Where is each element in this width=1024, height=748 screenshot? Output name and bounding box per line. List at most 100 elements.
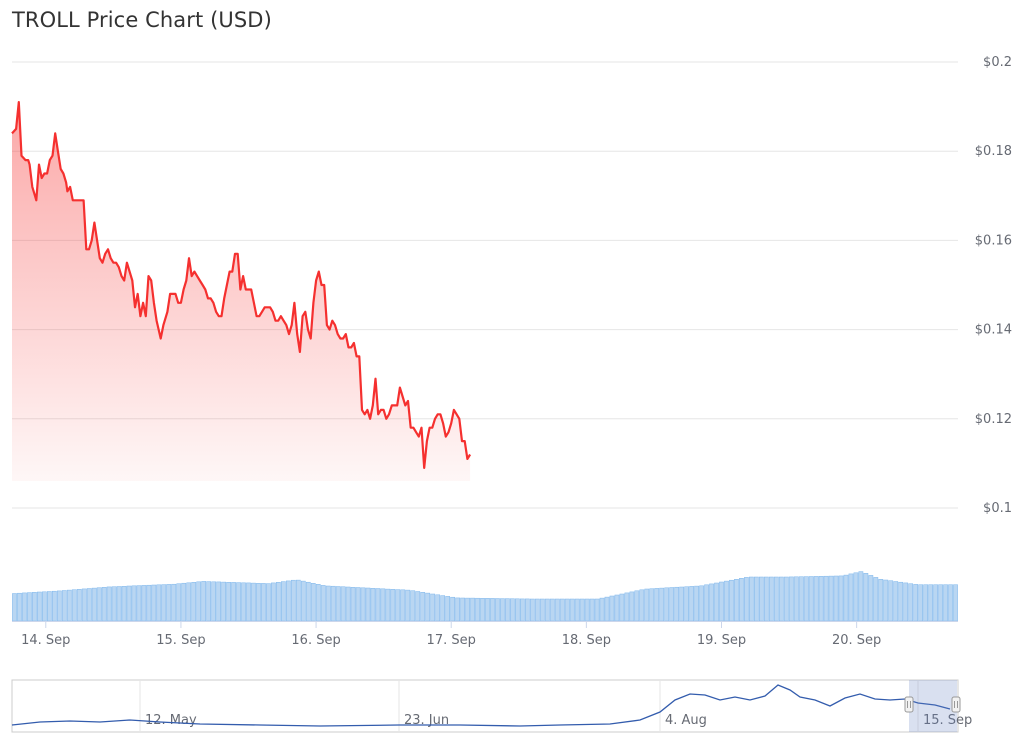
volume-bar	[136, 585, 142, 622]
volume-bar	[933, 584, 938, 622]
volume-bar	[534, 598, 540, 622]
volume-bar	[903, 582, 909, 622]
volume-bar	[196, 581, 202, 622]
volume-bar	[206, 581, 212, 622]
volume-bar	[863, 573, 869, 622]
volume-bar	[808, 576, 814, 622]
navigator-left-handle[interactable]	[904, 696, 914, 713]
navigator-tick-label: 15. Sep	[923, 713, 972, 728]
volume-bar	[684, 586, 689, 622]
navigator[interactable]: 12. May 23. Jun 4. Aug 15. Sep	[11, 679, 972, 733]
x-tick-label: 15. Sep	[156, 633, 205, 648]
y-tick-label: $0.18	[975, 144, 1012, 159]
volume-bar	[211, 581, 216, 622]
volume-bar	[574, 598, 580, 622]
volume-bar	[898, 581, 904, 622]
volume-bar	[888, 580, 894, 622]
volume-bar	[614, 594, 620, 622]
volume-bar	[788, 576, 794, 622]
volume-bar	[729, 579, 734, 622]
volume-bar	[953, 584, 958, 622]
volume-bar	[634, 590, 640, 622]
volume-bar	[515, 598, 520, 622]
volume-bar	[320, 585, 326, 622]
volume-bar	[564, 598, 570, 622]
volume-bar	[325, 585, 331, 622]
volume-bar	[435, 594, 441, 622]
volume-bar	[295, 579, 301, 622]
volume-bar	[470, 597, 475, 622]
volume-bar	[51, 590, 57, 622]
volume-bar	[908, 583, 914, 622]
volume-bar	[27, 592, 32, 622]
x-tick-label: 20. Sep	[832, 633, 881, 648]
volume-bar	[285, 580, 291, 622]
volume-bar	[350, 587, 356, 622]
volume-bar	[938, 584, 943, 622]
volume-bar	[231, 582, 236, 622]
volume-bar	[763, 576, 769, 622]
volume-bar	[609, 595, 615, 622]
volume-bar	[549, 598, 555, 622]
volume-bar	[186, 582, 192, 622]
y-tick-label: $0.14	[975, 323, 1012, 338]
volume-bar	[619, 593, 625, 622]
volume-bar	[425, 592, 431, 622]
volume-bar	[37, 591, 42, 622]
volume-bar	[510, 598, 515, 622]
volume-bar	[883, 579, 889, 622]
volume-bar	[554, 598, 560, 622]
volume-bar	[420, 592, 426, 622]
y-tick-label: $0.1	[983, 501, 1012, 516]
price-series-line[interactable]	[11, 101, 472, 469]
volume-bar	[340, 586, 346, 622]
volume-bar	[290, 579, 296, 622]
volume-bar	[709, 583, 714, 622]
volume-bar	[81, 588, 87, 622]
volume-bar	[524, 598, 530, 622]
volume-bar	[838, 575, 844, 622]
volume-bar	[724, 580, 729, 622]
navigator-right-handle[interactable]	[951, 696, 961, 713]
volume-bar	[669, 587, 675, 622]
volume-bar	[241, 582, 246, 622]
volume-bar	[161, 584, 167, 622]
volume-bar	[151, 584, 157, 622]
volume-bar	[455, 597, 460, 622]
volume-bar	[853, 572, 859, 622]
volume-bar	[56, 590, 62, 622]
volume-bar	[594, 598, 600, 622]
x-tick-label: 17. Sep	[427, 633, 476, 648]
volume-bar	[91, 587, 97, 622]
volume-bar	[300, 580, 306, 622]
volume-bar	[475, 597, 480, 622]
x-tick-label: 14. Sep	[21, 633, 70, 648]
volume-bar	[246, 582, 251, 622]
volume-bar	[126, 585, 132, 622]
volume-bar	[778, 576, 784, 622]
volume-bar	[32, 592, 37, 622]
volume-bar	[221, 581, 226, 622]
volume-bar	[305, 581, 311, 622]
volume-bar	[758, 576, 764, 622]
volume-bar	[266, 583, 271, 622]
volume-bar	[773, 576, 779, 622]
volume-bar	[181, 582, 187, 622]
volume-bar	[315, 584, 321, 622]
volume-bar	[335, 586, 341, 622]
volume-bar	[47, 591, 52, 622]
volume-bar	[146, 584, 152, 622]
navigator-selection[interactable]	[909, 680, 957, 732]
volume-bar	[465, 597, 470, 622]
y-tick-label: $0.12	[975, 412, 1012, 427]
volume-bar	[330, 585, 336, 622]
volume-bar	[644, 588, 650, 622]
volume-bar	[410, 590, 416, 622]
volume-bar	[360, 587, 366, 622]
volume-bar	[823, 575, 829, 622]
volume-bar	[664, 587, 670, 622]
volume-bar	[66, 589, 72, 622]
volume-bar	[714, 582, 719, 622]
volume-bar	[405, 589, 411, 622]
